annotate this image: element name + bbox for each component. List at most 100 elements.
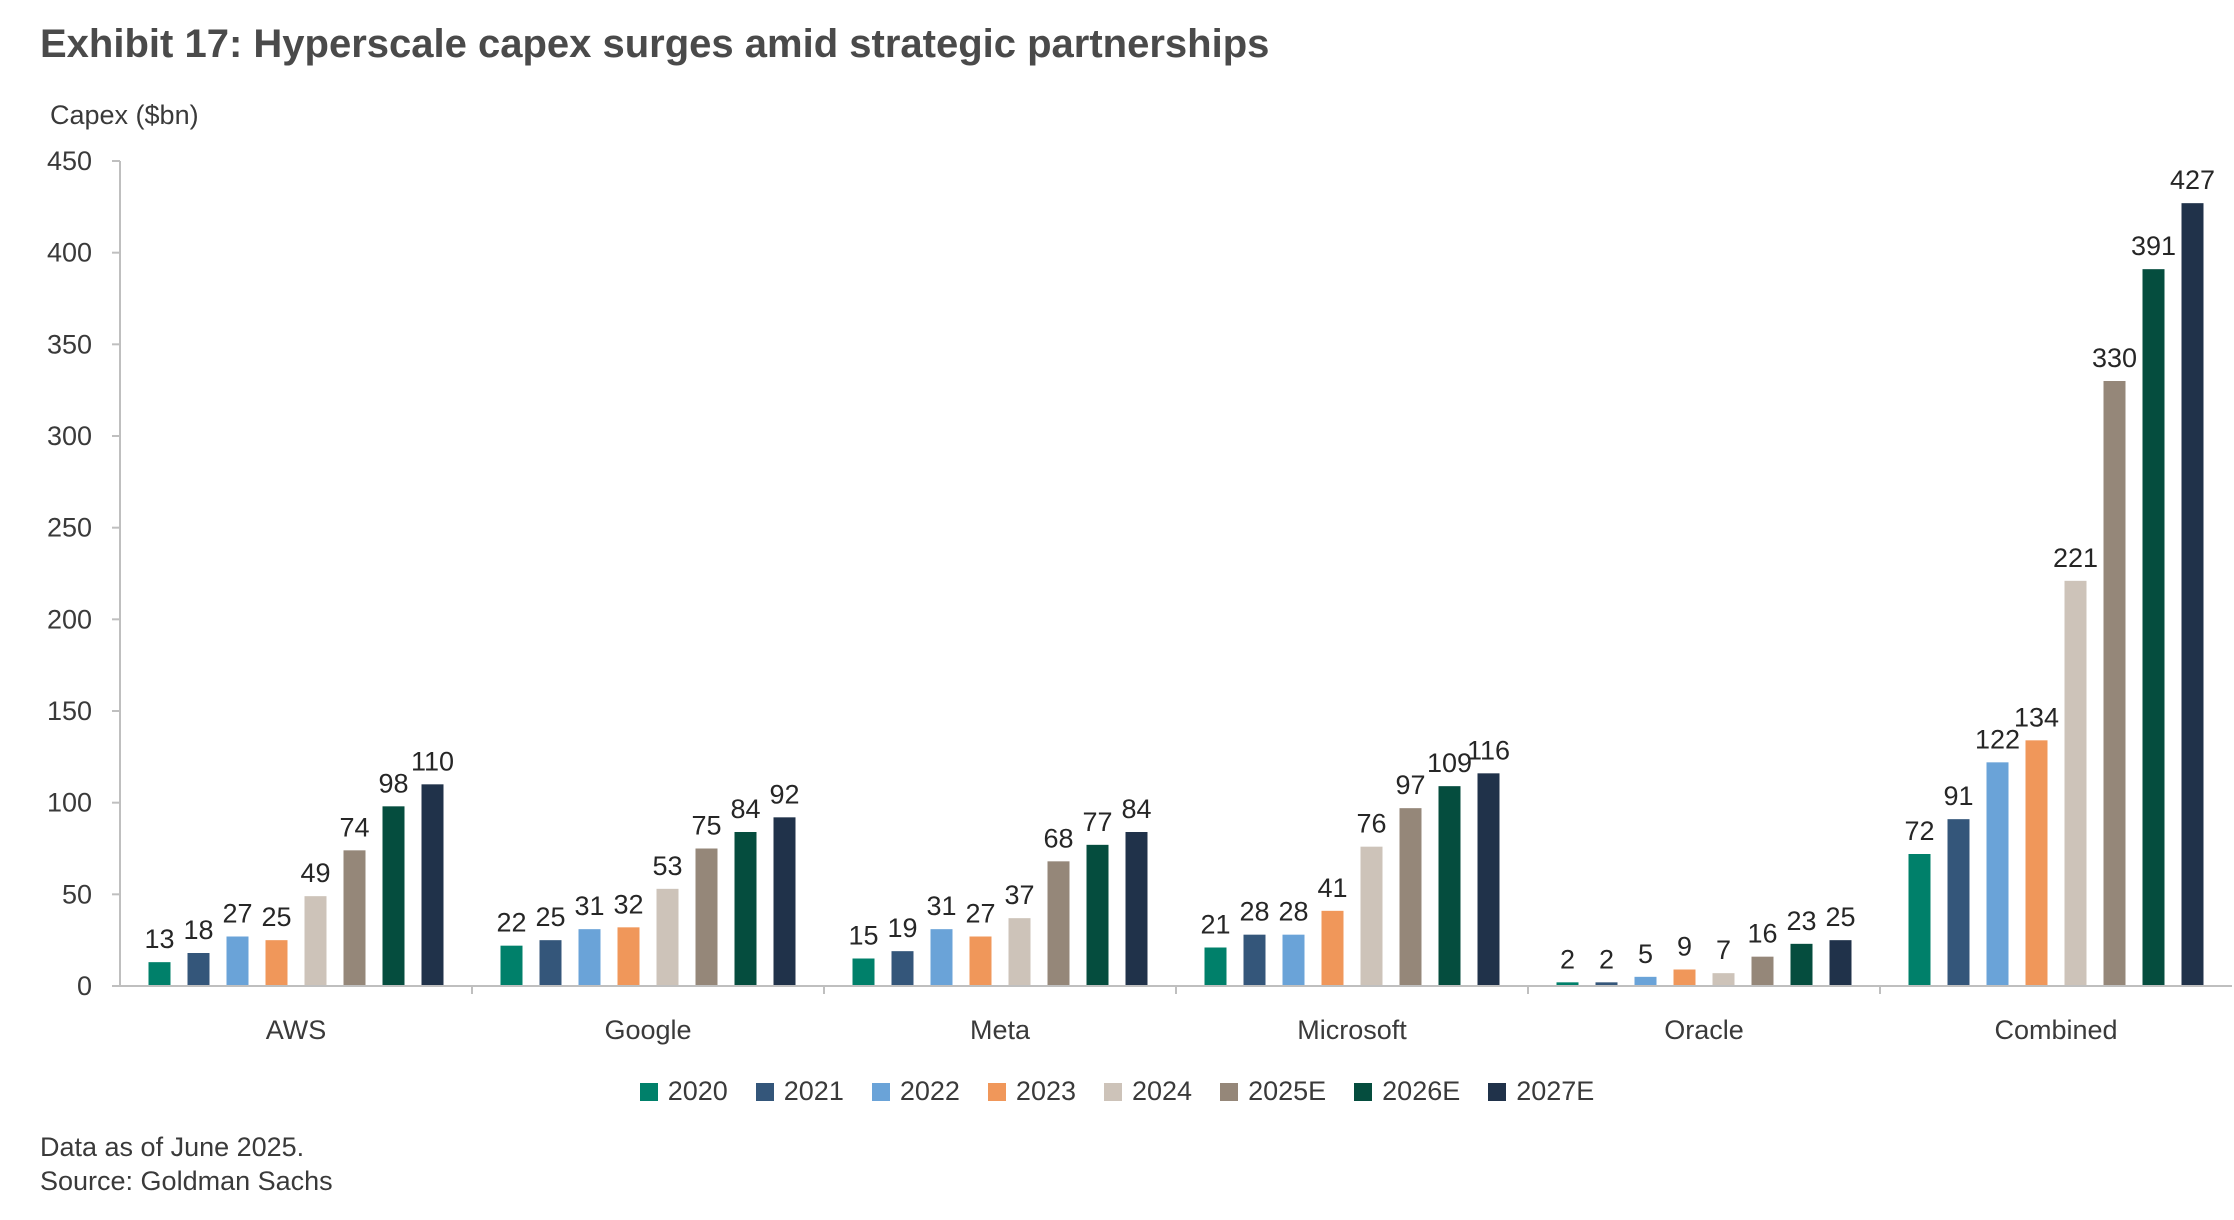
legend-swatch <box>1104 1082 1122 1101</box>
bar <box>226 936 249 986</box>
bar <box>1986 762 2009 986</box>
legend-item: 2020 <box>639 1076 728 1107</box>
y-tick-label: 250 <box>47 513 92 543</box>
bar <box>891 951 914 986</box>
bar <box>539 940 562 986</box>
legend-swatch <box>1354 1082 1373 1101</box>
legend-swatch <box>871 1082 890 1101</box>
legend-item: 2021 <box>755 1076 844 1107</box>
legend-swatch <box>987 1082 1006 1101</box>
bar <box>617 927 640 986</box>
source-note: Source: Goldman Sachs <box>40 1166 333 1196</box>
data-label: 15 <box>848 921 878 951</box>
data-label: 68 <box>1043 823 1073 853</box>
legend-label: 2022 <box>899 1076 960 1106</box>
legend-item: 2025E <box>1220 1076 1326 1107</box>
bar <box>304 896 327 986</box>
bar <box>187 953 210 986</box>
legend-swatch <box>1488 1082 1507 1101</box>
data-label: 31 <box>926 891 956 921</box>
y-tick-label: 400 <box>47 238 92 268</box>
data-label: 13 <box>144 924 174 954</box>
bar <box>1438 786 1461 986</box>
data-label: 18 <box>183 915 213 945</box>
data-label: 25 <box>1825 902 1855 932</box>
data-label: 27 <box>222 899 252 929</box>
y-tick-label: 50 <box>62 879 92 909</box>
data-label: 28 <box>1239 897 1269 927</box>
bar <box>148 962 171 986</box>
page-title: Exhibit 17: Hyperscale capex surges amid… <box>40 22 1270 66</box>
data-label: 91 <box>1943 781 1973 811</box>
data-label: 21 <box>1200 910 1230 940</box>
bar <box>1321 910 1344 986</box>
legend-label: 2025E <box>1248 1076 1327 1106</box>
data-label: 16 <box>1747 919 1777 949</box>
data-label: 116 <box>1467 735 1510 765</box>
x-axis: AWS Google Meta Microsoft Oracle Combined <box>120 985 2232 1045</box>
data-label: 391 <box>2131 231 2176 261</box>
data-label: 330 <box>2092 343 2137 373</box>
x-tick-label: Oracle <box>1664 1015 1744 1045</box>
data-label: 122 <box>1975 724 2020 754</box>
data-label: 2 <box>1599 944 1614 974</box>
data-label: 77 <box>1082 807 1112 837</box>
data-label: 25 <box>261 902 291 932</box>
data-label: 97 <box>1395 770 1425 800</box>
data-label: 9 <box>1677 932 1692 962</box>
chart-legend: 2020 2021 2022 2023 2024 2025E 2026E 2027E <box>0 1076 2234 1107</box>
legend-item: 2023 <box>987 1076 1076 1107</box>
legend-label: 2020 <box>667 1076 728 1106</box>
bar <box>2142 269 2165 987</box>
y-tick-label: 150 <box>47 696 92 726</box>
bar <box>695 848 718 986</box>
data-label: 19 <box>887 913 917 943</box>
bar <box>1712 973 1735 986</box>
bar <box>1790 943 1813 986</box>
y-tick-label: 350 <box>47 329 92 359</box>
x-tick-label: AWS <box>266 1015 327 1045</box>
y-tick-label: 0 <box>77 971 92 1001</box>
x-tick-label: Microsoft <box>1297 1015 1407 1045</box>
data-label: 53 <box>652 851 682 881</box>
bar <box>1360 846 1383 986</box>
legend-label: 2023 <box>1015 1076 1076 1106</box>
bar <box>1047 861 1070 986</box>
bar <box>852 958 875 986</box>
data-note: Data as of June 2025. <box>40 1132 305 1162</box>
bar <box>2025 740 2048 986</box>
data-label: 27 <box>965 899 995 929</box>
legend-label: 2026E <box>1382 1076 1461 1106</box>
bar <box>578 929 601 986</box>
bar <box>1477 773 1500 986</box>
bar <box>2064 580 2087 986</box>
data-label: 2 <box>1560 944 1575 974</box>
bar <box>1673 969 1696 986</box>
bar <box>1243 934 1266 986</box>
bar <box>1008 918 1031 986</box>
bar <box>1086 844 1109 986</box>
y-axis-label: Capex ($bn) <box>50 100 199 130</box>
data-label: 37 <box>1004 880 1034 910</box>
legend-label: 2021 <box>783 1076 844 1106</box>
data-label: 72 <box>1904 816 1934 846</box>
data-label: 427 <box>2170 165 2215 195</box>
data-label: 7 <box>1716 935 1731 965</box>
data-label: 28 <box>1278 897 1308 927</box>
y-tick-label: 100 <box>47 788 92 818</box>
data-label: 84 <box>730 794 760 824</box>
x-tick-label: Meta <box>970 1015 1031 1045</box>
bar <box>343 850 366 986</box>
legend-swatch <box>755 1082 774 1101</box>
bar <box>656 888 679 986</box>
bar <box>1125 832 1148 986</box>
bar <box>1204 947 1227 986</box>
bar <box>1751 956 1774 986</box>
data-label: 41 <box>1317 873 1347 903</box>
data-label: 98 <box>378 768 408 798</box>
bar <box>1634 976 1657 986</box>
data-label: 74 <box>339 812 369 842</box>
bar <box>1399 808 1422 986</box>
